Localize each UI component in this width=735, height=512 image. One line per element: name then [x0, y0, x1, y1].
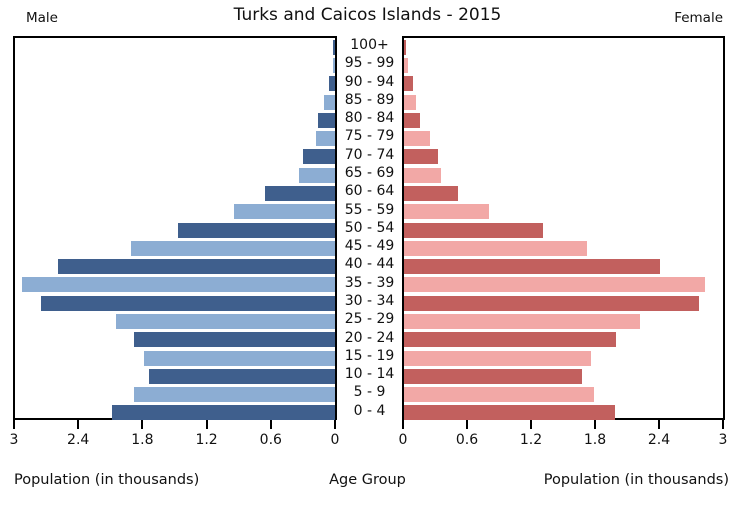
tick-label: 1.2	[519, 432, 543, 448]
tick-mark	[334, 420, 336, 429]
male-bar-60-64	[264, 185, 335, 201]
tick-mark	[722, 420, 724, 429]
male-bar-55-59	[233, 204, 335, 220]
male-bar-10-14	[149, 368, 335, 384]
age-label-85-89: 85 - 89	[344, 91, 395, 108]
age-label-40-44: 40 - 44	[344, 256, 395, 273]
female-bar-30-34	[404, 295, 699, 311]
male-bar-65-69	[298, 167, 335, 183]
female-bar-65-69	[404, 167, 442, 183]
age-label-70-74: 70 - 74	[344, 146, 395, 163]
female-bar-55-59	[404, 204, 490, 220]
tick-label: 0.6	[259, 432, 282, 448]
female-bar-100plus	[404, 39, 407, 55]
age-axis-caption: Age Group	[329, 472, 406, 488]
male-bar-85-89	[324, 94, 335, 110]
tick-mark	[658, 420, 660, 429]
tick-mark	[594, 420, 596, 429]
tick-label: 3	[718, 432, 728, 448]
female-bars-panel	[402, 36, 725, 421]
age-label-35-39: 35 - 39	[344, 274, 395, 291]
age-label-45-49: 45 - 49	[344, 238, 395, 255]
female-bar-90-94	[404, 76, 413, 92]
tick-mark	[269, 420, 272, 429]
female-bar-60-64	[404, 185, 459, 201]
tick-label: 0	[330, 432, 340, 448]
tick-label: 3	[9, 432, 19, 448]
female-axis-ticks: 0 0.6 1.2 1.8 2.4 3	[399, 420, 727, 454]
tick-label: 1.8	[583, 432, 607, 448]
age-label-10-14: 10 - 14	[344, 366, 395, 383]
female-bar-0-4	[404, 405, 615, 421]
female-bar-40-44	[404, 259, 661, 275]
male-bar-25-29	[116, 313, 335, 329]
tick-label: 1.8	[131, 432, 154, 448]
age-label-0-4: 0 - 4	[353, 402, 386, 419]
tick-mark	[466, 420, 468, 429]
male-bar-5-9	[134, 387, 335, 403]
male-bar-50-54	[178, 222, 335, 238]
tick-mark	[530, 420, 532, 429]
male-bar-90-94	[328, 76, 335, 92]
female-bar-70-74	[404, 149, 439, 165]
female-bar-75-79	[404, 131, 430, 147]
age-label-50-54: 50 - 54	[344, 219, 395, 236]
tick-label: 1.2	[195, 432, 218, 448]
female-bar-80-84	[404, 112, 420, 128]
male-side-label: Male	[26, 10, 58, 26]
chart-title: Turks and Caicos Islands - 2015	[233, 5, 502, 25]
age-label-30-34: 30 - 34	[344, 293, 395, 309]
age-label-90-94: 90 - 94	[344, 73, 395, 90]
female-bar-25-29	[404, 313, 641, 329]
female-bar-95-99	[404, 57, 409, 73]
tick-mark	[205, 420, 208, 429]
tick-mark	[402, 420, 404, 429]
male-bar-15-19	[144, 350, 335, 366]
female-bar-20-24	[404, 332, 616, 348]
male-bar-75-79	[315, 131, 335, 147]
age-label-80-84: 80 - 84	[344, 110, 395, 127]
tick-label: 0	[398, 432, 408, 448]
male-bar-70-74	[303, 149, 335, 165]
age-label-55-59: 55 - 59	[344, 201, 395, 218]
male-bar-95-99	[332, 57, 335, 73]
male-bar-80-84	[317, 112, 335, 128]
female-axis-caption: Population (in thousands)	[543, 472, 729, 488]
male-axis-caption: Population (in thousands)	[14, 472, 200, 488]
male-bar-45-49	[131, 240, 335, 256]
male-bar-20-24	[134, 332, 335, 348]
male-bar-40-44	[57, 259, 335, 275]
tick-mark	[13, 420, 15, 429]
female-bar-15-19	[404, 350, 592, 366]
age-label-60-64: 60 - 64	[344, 183, 395, 200]
age-group-label-column: 100+ 95 - 99 90 - 94 85 - 89 80 - 84 75 - 79 7…	[337, 36, 402, 420]
age-label-95-99: 95 - 99	[344, 55, 395, 72]
female-bar-5-9	[404, 387, 595, 403]
male-bar-100plus	[332, 39, 335, 55]
male-bar-35-39	[22, 277, 335, 293]
male-axis-ticks: 3 2.4 1.8 1.2 0.6 0	[10, 420, 339, 454]
female-bar-50-54	[404, 222, 544, 238]
tick-label: 0.6	[455, 432, 479, 448]
female-bar-10-14	[404, 368, 582, 384]
tick-label: 2.4	[67, 432, 90, 448]
male-bar-0-4	[112, 405, 335, 421]
tick-mark	[77, 420, 80, 429]
age-label-5-9: 5 - 9	[353, 384, 386, 401]
male-bars-panel	[13, 36, 337, 421]
age-label-15-19: 15 - 19	[344, 347, 395, 364]
age-label-75-79: 75 - 79	[344, 128, 395, 145]
female-bar-35-39	[404, 277, 705, 293]
age-label-100plus: 100+	[350, 37, 389, 53]
male-bar-30-34	[40, 295, 335, 311]
tick-mark	[141, 420, 144, 429]
female-bar-45-49	[404, 240, 587, 256]
female-side-label: Female	[674, 10, 723, 26]
age-label-20-24: 20 - 24	[344, 329, 395, 346]
age-label-25-29: 25 - 29	[344, 311, 395, 328]
tick-label: 2.4	[647, 432, 671, 448]
female-bar-85-89	[404, 94, 416, 110]
age-label-65-69: 65 - 69	[344, 165, 395, 181]
